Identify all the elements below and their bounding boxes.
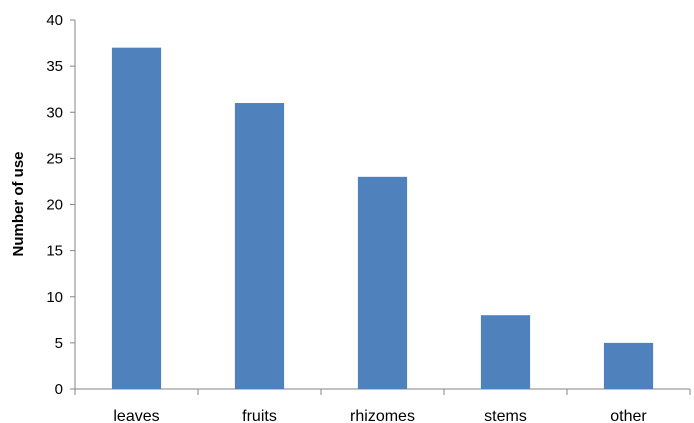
bar-fruits [234,103,285,390]
y-tick-label: 25 [46,150,63,167]
y-tick-label: 0 [55,381,63,398]
bars [111,47,654,390]
x-tick-label-rhizomes: rhizomes [350,408,415,423]
y-axis-title: Number of use [10,151,27,256]
bar-stems [480,315,531,389]
y-tick-label: 35 [46,58,63,75]
axes [70,19,691,395]
y-tick-labels: 0 5 10 15 20 25 30 35 40 [46,12,63,398]
x-tick-label-other: other [610,408,647,423]
y-tick-label: 5 [55,335,63,352]
bar-other [603,342,654,389]
x-tick-label-fruits: fruits [242,408,277,423]
y-tick-label: 15 [46,243,63,260]
x-tick-label-stems: stems [484,408,527,423]
y-tick-label: 10 [46,289,63,306]
x-tick-labels: leaves fruits rhizomes stems other [113,408,647,423]
bar-rhizomes [357,176,408,389]
y-tick-label: 30 [46,104,63,121]
y-tick-label: 20 [46,197,63,214]
y-tick-label: 40 [46,12,63,29]
x-tick-label-leaves: leaves [113,408,159,423]
bar-leaves [111,47,162,390]
